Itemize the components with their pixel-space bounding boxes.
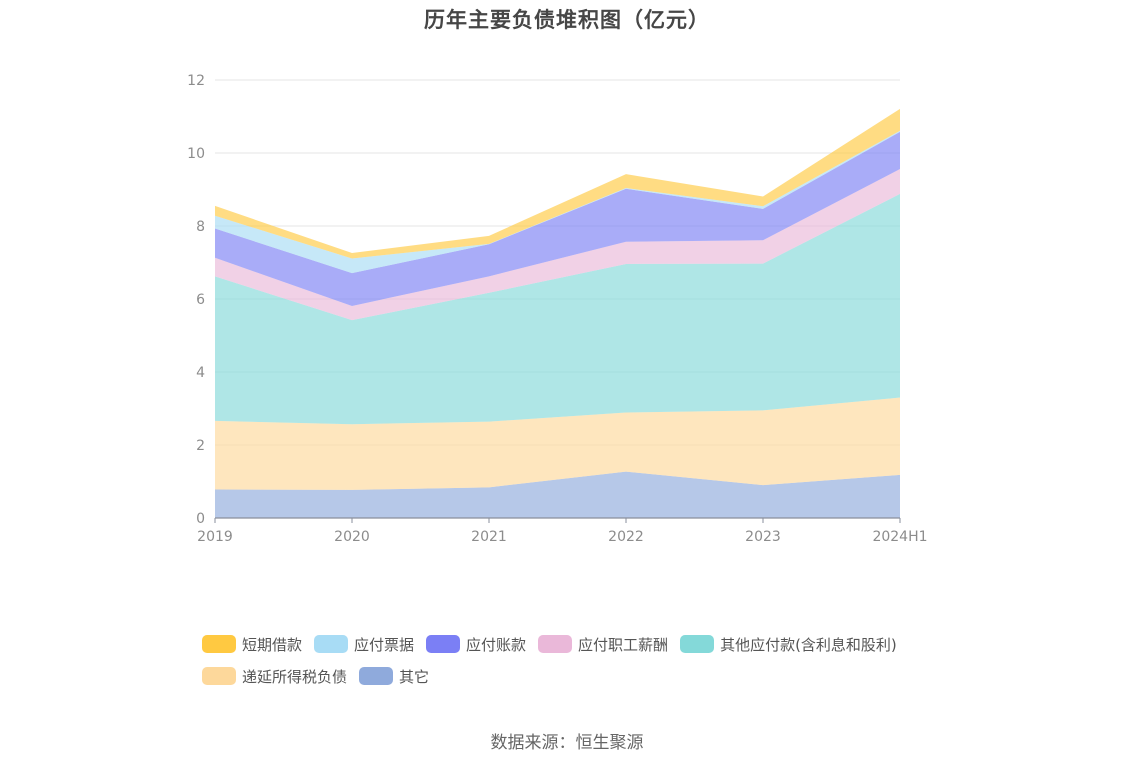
legend-label: 递延所得税负债 (242, 667, 348, 686)
area-应付职工薪酬 (215, 169, 900, 321)
y-tick-label: 2 (196, 438, 205, 454)
legend-label: 应付账款 (466, 635, 527, 654)
legend-item[interactable]: 应付职工薪酬 (538, 634, 668, 655)
legend-item[interactable]: 短期借款 (202, 634, 302, 655)
legend-item[interactable]: 应付票据 (314, 634, 414, 655)
chart-title: 历年主要负债堆积图（亿元） (424, 8, 710, 32)
x-tick-label: 2024H1 (872, 529, 927, 545)
legend-swatch (314, 635, 349, 653)
legend-label: 应付票据 (354, 635, 415, 654)
legend-item[interactable]: 递延所得税负债 (202, 666, 347, 687)
legend: 短期借款 应付票据 应付账款 应付职工薪酬 其他应付款(含利息和股利) 递延所得税负债 其… (202, 628, 962, 692)
y-tick-label: 6 (196, 292, 205, 308)
legend-item[interactable]: 其他应付款(含利息和股利) (680, 634, 897, 655)
legend-label: 其他应付款(含利息和股利) (720, 635, 897, 654)
area-series (215, 108, 900, 518)
x-tick-label: 2019 (197, 529, 233, 545)
legend-swatch (538, 635, 573, 653)
legend-item[interactable]: 应付账款 (426, 634, 526, 655)
legend-item[interactable]: 其它 (359, 666, 429, 687)
y-tick-label: 0 (196, 511, 205, 527)
legend-row: 递延所得税负债 其它 (202, 660, 962, 692)
area-其他应付款(含利息和股利) (215, 193, 900, 425)
x-tick-label: 2021 (471, 529, 507, 545)
legend-label: 短期借款 (242, 635, 303, 654)
legend-swatch (426, 635, 461, 653)
area-应付账款 (215, 131, 900, 306)
legend-swatch (680, 635, 715, 653)
legend-swatch (202, 635, 236, 653)
legend-label: 应付职工薪酬 (578, 635, 669, 654)
x-tick-label: 2020 (334, 529, 370, 545)
legend-swatch (202, 667, 236, 685)
y-tick-label: 8 (196, 219, 205, 235)
legend-label: 其它 (399, 667, 430, 686)
legend-swatch (359, 667, 394, 685)
data-source-note: 数据来源：恒生聚源 (490, 733, 644, 753)
x-tick-label: 2023 (745, 529, 781, 545)
area-其它 (215, 471, 900, 518)
x-tick-label: 2022 (608, 529, 644, 545)
y-tick-label: 10 (187, 146, 205, 162)
y-tick-label: 4 (196, 365, 205, 381)
area-递延所得税负债 (215, 397, 900, 490)
y-tick-label: 12 (187, 73, 205, 89)
axes: 0 2 4 6 8 10 12 2019 2020 2021 2022 2023 2024H1 (187, 73, 927, 545)
legend-row: 短期借款 应付票据 应付账款 应付职工薪酬 其他应付款(含利息和股利) (202, 628, 962, 660)
